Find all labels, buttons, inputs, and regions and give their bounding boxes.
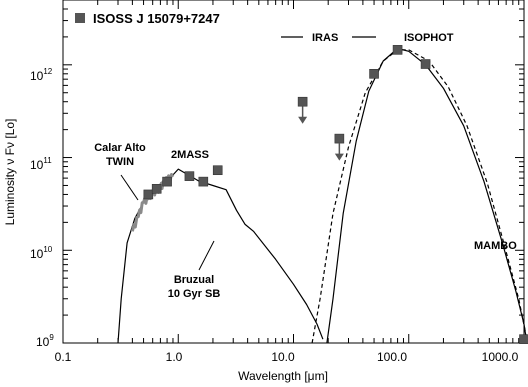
y-axis-tick-labels: 109 1010 1011 1012 (30, 67, 54, 349)
legend-label: ISOSS J 15079+7247 (93, 11, 220, 26)
data-point (212, 165, 223, 176)
upper-limit-point (297, 96, 308, 107)
data-points (143, 45, 528, 344)
annotation-twin: TWIN (106, 156, 134, 168)
y-tick-label: 1011 (30, 156, 52, 172)
y-tick-exponent: 12 (43, 67, 52, 76)
data-point (162, 176, 172, 187)
plot-frame (62, 0, 525, 344)
x-tick-label: 1000.0 (482, 350, 519, 364)
annotation-pointer-twin (120, 174, 139, 201)
data-point (151, 184, 162, 194)
x-axis-ticks (62, 0, 525, 343)
y-tick-base: 10 (30, 247, 44, 261)
legend-marker-square (75, 13, 85, 23)
data-point (143, 189, 154, 200)
annotation-isophot: ISOPHOT (404, 32, 454, 44)
x-tick-label: 100.0 (377, 350, 407, 364)
data-point (369, 69, 379, 79)
x-axis-tick-labels: 0.1 1.0 10.0 100.0 1000.0 (55, 350, 519, 364)
y-tick-base: 10 (36, 335, 50, 349)
y-axis-title: Luminosity ν Fν [Lo] (3, 119, 17, 226)
y-tick-exponent: 9 (49, 333, 54, 342)
annotation-bruzual: Bruzual (174, 274, 214, 286)
upper-limits (297, 96, 345, 161)
data-point (198, 176, 209, 187)
data-point (184, 171, 195, 181)
y-axis-ticks (63, 0, 524, 344)
annotation-calar-alto: Calar Alto (94, 142, 146, 154)
curve-isophot (311, 49, 528, 344)
y-tick-base: 10 (30, 158, 44, 172)
data-point (420, 59, 431, 69)
y-tick-base: 10 (30, 69, 44, 83)
y-tick-exponent: 11 (43, 156, 52, 165)
legend: ISOSS J 15079+7247 (75, 11, 220, 26)
data-point (392, 45, 403, 55)
annotation-2mass: 2MASS (171, 149, 209, 161)
annotation-gyr-sb: 10 Gyr SB (168, 288, 221, 300)
annotation-mambo: MAMBO (474, 240, 517, 252)
upper-limit-arrow-head (334, 153, 344, 161)
upper-limit-arrow-head (298, 116, 308, 124)
upper-limit-point (334, 133, 345, 144)
curve-iras (326, 47, 528, 344)
x-tick-label: 0.1 (55, 350, 72, 364)
y-tick-label: 1012 (30, 67, 53, 83)
annotations: Calar Alto TWIN 2MASS Bruzual 10 Gyr SB … (94, 32, 517, 300)
annotation-iras: IRAS (312, 32, 338, 44)
y-tick-exponent: 10 (43, 245, 52, 254)
y-tick-label: 109 (36, 333, 54, 349)
x-tick-label: 10.0 (271, 350, 295, 364)
data-point (519, 334, 528, 344)
y-tick-label: 1010 (30, 245, 53, 261)
x-tick-label: 1.0 (166, 350, 183, 364)
annotation-pointer-bruzual (198, 240, 215, 271)
x-axis-title: Wavelength [μm] (238, 369, 328, 383)
